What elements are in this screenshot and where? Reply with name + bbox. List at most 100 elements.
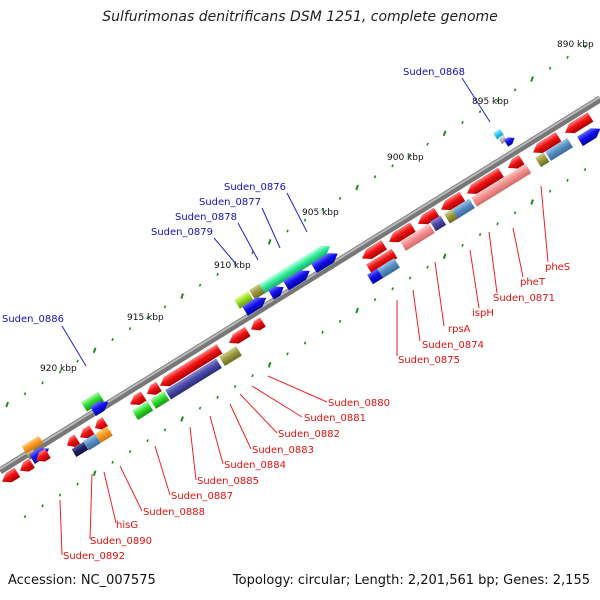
- scale-tick: [530, 199, 534, 205]
- gene-label-suden-0877[interactable]: Suden_0877: [199, 197, 261, 208]
- gene-feature[interactable]: [577, 124, 600, 147]
- leader-line: [540, 185, 549, 263]
- gene-feature[interactable]: [81, 391, 104, 412]
- gene-label-phes[interactable]: pheS: [545, 262, 570, 273]
- gene-label-suden-0875[interactable]: Suden_0875: [398, 355, 460, 366]
- gene-label-suden-0886[interactable]: Suden_0886: [2, 314, 64, 325]
- leader-line: [119, 465, 143, 512]
- gene-label-suden-0874[interactable]: Suden_0874: [422, 340, 484, 351]
- gene-label-suden-0888[interactable]: Suden_0888: [143, 507, 205, 518]
- leader-line: [89, 473, 93, 540]
- gene-feature[interactable]: [248, 317, 266, 334]
- gene-label-suden-0871[interactable]: Suden_0871: [493, 293, 555, 304]
- gene-feature[interactable]: [90, 397, 111, 417]
- gene-feature[interactable]: [92, 417, 109, 433]
- gene-feature[interactable]: [311, 249, 341, 273]
- gene-label-rpsa[interactable]: rpsA: [448, 324, 471, 335]
- gene-feature[interactable]: [503, 135, 517, 147]
- gene-label-hisg[interactable]: hisG: [116, 520, 138, 531]
- gene-feature[interactable]: [259, 242, 333, 294]
- gene-label-suden-0885[interactable]: Suden_0885: [197, 476, 259, 487]
- gene-shape: [20, 458, 35, 472]
- gene-feature[interactable]: [77, 425, 95, 442]
- gene-label-suden-0880[interactable]: Suden_0880: [328, 398, 390, 409]
- gene-feature[interactable]: [386, 222, 416, 246]
- gene-label-suden-0882[interactable]: Suden_0882: [278, 429, 340, 440]
- gene-feature[interactable]: [132, 401, 154, 420]
- gene-feature[interactable]: [21, 435, 44, 454]
- gene-label-suden-0876[interactable]: Suden_0876: [224, 182, 286, 193]
- gene-feature[interactable]: [498, 134, 507, 144]
- gene-feature[interactable]: [17, 458, 35, 476]
- gene-label-suden-0881[interactable]: Suden_0881: [304, 413, 366, 424]
- gene-label-suden-0868[interactable]: Suden_0868: [403, 67, 465, 78]
- gene-feature[interactable]: [283, 266, 313, 291]
- scale-tick: [198, 283, 202, 287]
- gene-feature[interactable]: [530, 132, 562, 157]
- gene-shape: [577, 128, 600, 147]
- gene-feature[interactable]: [71, 441, 89, 457]
- gene-feature[interactable]: [234, 290, 254, 309]
- gene-feature[interactable]: [438, 191, 466, 215]
- leader-line: [267, 375, 328, 403]
- gene-feature[interactable]: [545, 137, 573, 161]
- gene-feature[interactable]: [535, 152, 550, 168]
- gene-shape: [80, 425, 95, 439]
- gene-shape: [283, 270, 310, 291]
- gene-feature[interactable]: [249, 283, 266, 300]
- gene-shape: [2, 467, 21, 483]
- leader-line: [237, 222, 259, 261]
- gene-feature[interactable]: [471, 163, 532, 207]
- scale-tick: [58, 493, 62, 497]
- gene-shape: [95, 426, 113, 443]
- gene-shape: [535, 152, 550, 168]
- gene-label-isph[interactable]: ispH: [472, 308, 494, 319]
- scale-tick: [23, 515, 27, 519]
- gene-label-suden-0878[interactable]: Suden_0878: [175, 212, 237, 223]
- scale-tick: [566, 55, 569, 59]
- gene-feature[interactable]: [157, 344, 223, 390]
- gene-label-phet[interactable]: pheT: [520, 277, 546, 288]
- scale-tick: [76, 359, 79, 363]
- scale-tick: [146, 316, 149, 320]
- gene-feature[interactable]: [562, 112, 594, 137]
- gene-label-suden-0887[interactable]: Suden_0887: [171, 491, 233, 502]
- gene-feature[interactable]: [359, 240, 387, 263]
- gene-shape: [452, 198, 475, 219]
- gene-feature[interactable]: [127, 391, 147, 409]
- gene-label-suden-0884[interactable]: Suden_0884: [224, 460, 286, 471]
- gene-feature[interactable]: [505, 154, 525, 173]
- scale-tick: [286, 229, 289, 233]
- gene-feature[interactable]: [95, 426, 113, 443]
- scale-tick: [146, 439, 149, 443]
- gene-feature[interactable]: [377, 258, 400, 279]
- gene-feature[interactable]: [430, 215, 447, 232]
- gene-feature[interactable]: [226, 326, 251, 348]
- gene-label-suden-0892[interactable]: Suden_0892: [63, 551, 125, 562]
- gene-shape: [90, 401, 109, 417]
- gene-feature[interactable]: [400, 223, 435, 251]
- gene-feature[interactable]: [464, 167, 504, 198]
- gene-shape: [249, 283, 266, 300]
- gene-feature[interactable]: [242, 293, 269, 316]
- gene-feature[interactable]: [83, 433, 101, 451]
- gene-label-suden-0883[interactable]: Suden_0883: [252, 445, 314, 456]
- gene-feature[interactable]: [150, 391, 170, 409]
- gene-feature[interactable]: [0, 467, 21, 487]
- gene-feature[interactable]: [64, 434, 81, 450]
- scale-tick: [111, 460, 114, 464]
- leader-line: [286, 192, 308, 233]
- gene-label-suden-0890[interactable]: Suden_0890: [90, 536, 152, 547]
- gene-label-suden-0879[interactable]: Suden_0879: [151, 227, 213, 238]
- gene-feature[interactable]: [219, 346, 242, 367]
- gene-feature[interactable]: [33, 448, 51, 466]
- scale-tick: [267, 361, 272, 368]
- gene-feature[interactable]: [144, 381, 162, 399]
- gene-feature[interactable]: [366, 248, 398, 274]
- gene-feature[interactable]: [165, 358, 222, 400]
- gene-shape: [132, 401, 154, 420]
- gene-feature[interactable]: [268, 282, 287, 300]
- gene-feature[interactable]: [452, 198, 475, 219]
- scale-tick: [583, 44, 587, 49]
- leader-line: [261, 207, 281, 249]
